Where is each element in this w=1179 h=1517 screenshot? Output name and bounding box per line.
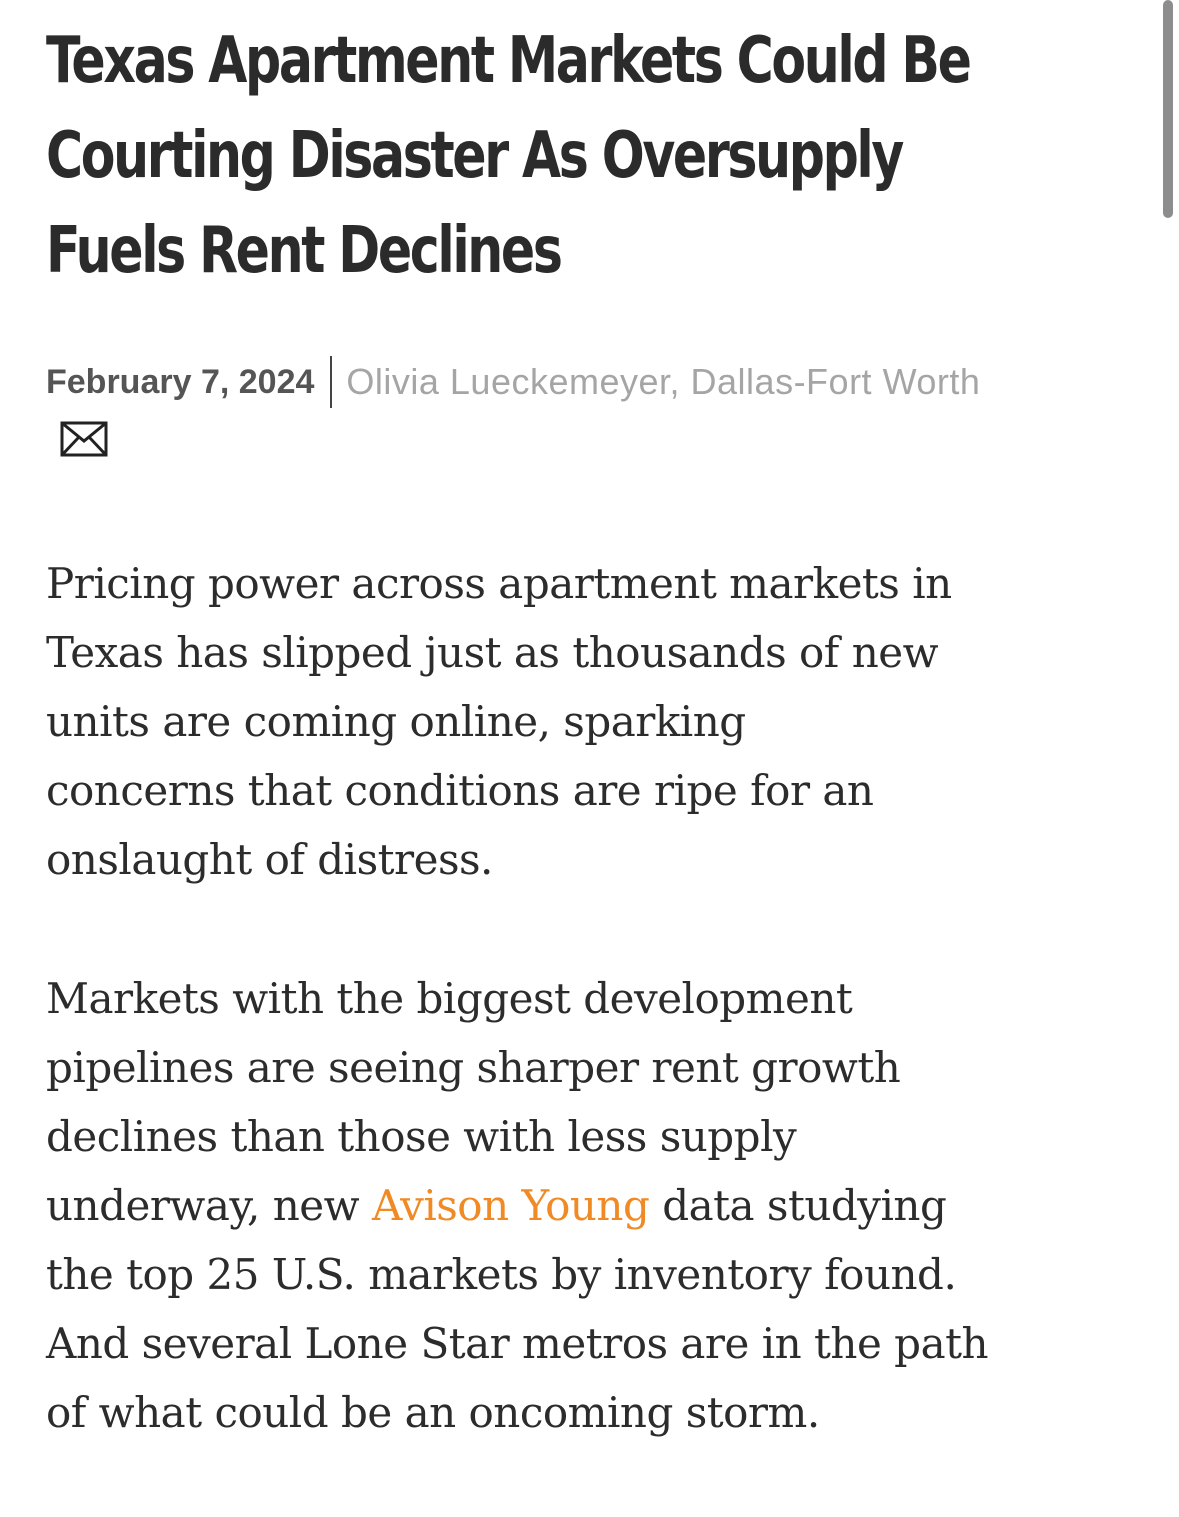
headline-line-1: Texas Apartment Markets Could Be [46,24,972,98]
paragraph-1-line-2: Texas has slipped just as thousands of n… [46,628,939,677]
byline: February 7, 2024 Olivia Lueckemeyer, Dal… [46,347,980,417]
article: Texas Apartment Markets Could Be Courtin… [46,14,1136,1437]
paragraph-2-line-3: declines than those with less supply [46,1112,797,1161]
paragraph-2-line-2: pipelines are seeing sharper rent growth [46,1043,901,1092]
publish-date: February 7, 2024 [46,362,315,401]
paragraph-2: Markets with the biggest development pip… [46,964,1156,1447]
paragraph-1-line-5: onslaught of distress. [46,835,493,884]
paragraph-2-line-5: the top 25 U.S. markets by inventory fou… [46,1250,957,1299]
paragraph-2-text-before-link: underway, new [46,1181,372,1230]
article-body: Pricing power across apartment markets i… [46,549,1156,1517]
paragraph-2-line-7: of what could be an oncoming storm. [46,1388,820,1437]
envelope-icon[interactable] [60,421,108,457]
paragraph-2-line-6: And several Lone Star metros are in the … [46,1319,989,1368]
scrollbar-thumb[interactable] [1163,0,1173,218]
paragraph-1-line-4: concerns that conditions are ripe for an [46,766,874,815]
byline-separator [330,356,333,408]
paragraph-1: Pricing power across apartment markets i… [46,549,1156,894]
paragraph-2-text-after-link: data studying [649,1181,947,1230]
paragraph-1-line-3: units are coming online, sparking [46,697,746,746]
paragraph-2-line-1: Markets with the biggest development [46,974,853,1023]
avison-young-link[interactable]: Avison Young [371,1181,650,1230]
headline-line-3: Fuels Rent Declines [46,214,563,288]
paragraph-1-line-1: Pricing power across apartment markets i… [46,559,952,608]
author-link[interactable]: Olivia Lueckemeyer, Dallas-Fort Worth [346,361,981,402]
headline: Texas Apartment Markets Could Be Courtin… [46,14,1136,299]
paragraph-2-line-4: underway, new Avison Young data studying [46,1171,1156,1240]
headline-line-2: Courting Disaster As Oversupply [46,119,904,193]
